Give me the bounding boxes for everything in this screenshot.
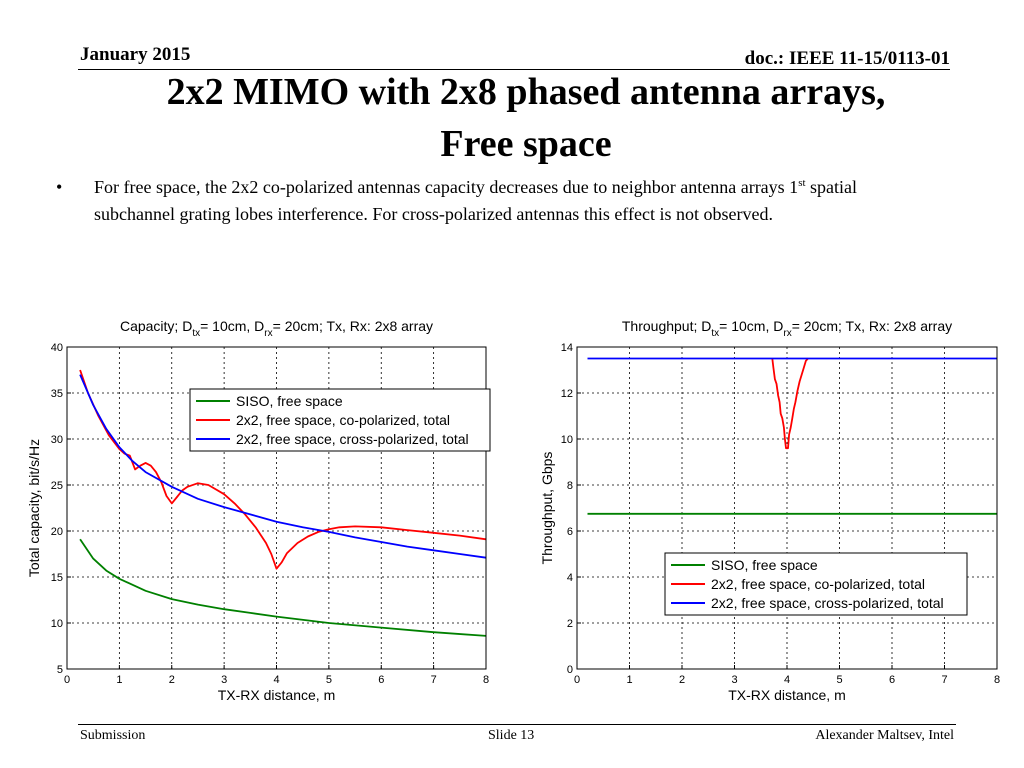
chart2-legend-box (664, 552, 968, 616)
chart1-xtick-label: 6 (378, 674, 384, 686)
chart2-legend-label-siso: SISO, free space (711, 557, 818, 573)
chart1-legend-label-co: 2x2, free space, co-polarized, total (236, 412, 450, 428)
chart1-xtick-label: 2 (169, 674, 175, 686)
chart2-title-part-0: Throughput; D (622, 318, 712, 334)
chart2-ytick-label: 8 (567, 480, 573, 492)
chart1-xtick-label: 1 (116, 674, 122, 686)
chart1-xtick-label: 8 (483, 674, 489, 686)
chart1-y-axis-label: Total capacity, bit/s/Hz (26, 439, 42, 577)
chart2-xtick-label: 1 (626, 674, 632, 686)
chart2-ytick-label: 2 (567, 618, 573, 630)
chart2-ytick-label: 6 (567, 526, 573, 538)
footer-divider (78, 724, 956, 725)
chart2-legend-label-cross: 2x2, free space, cross-polarized, total (711, 595, 944, 611)
footer-submission: Submission (80, 728, 146, 743)
chart2-y-axis-label: Throughput, Gbps (539, 452, 555, 565)
chart1-xtick-label: 7 (431, 674, 437, 686)
chart1-ytick-label: 40 (51, 342, 63, 354)
chart1-series-siso-line (79, 538, 487, 637)
bullet-superscript: st (798, 177, 806, 189)
chart2-x-axis-label: TX-RX distance, m (728, 687, 845, 703)
chart2-title-part-2: = 10cm, D (719, 318, 783, 334)
chart2-plot-area (577, 347, 997, 669)
chart1-ytick-label: 10 (51, 618, 63, 630)
slide-title-line-2: Free space (440, 123, 612, 165)
chart2-ytick-label: 4 (567, 572, 573, 584)
chart1-frame (66, 346, 487, 670)
chart2-series-co-line (771, 357, 809, 450)
header-divider (78, 69, 950, 70)
chart1-title: Capacity; Dtx= 10cm, Drx= 20cm; Tx, Rx: … (120, 318, 433, 339)
chart1-series-cross-line (79, 374, 487, 559)
chart2-frame (576, 346, 998, 670)
chart2-xtick-label: 4 (784, 674, 790, 686)
chart2-xtick-label: 6 (889, 674, 895, 686)
bullet-symbol: • (56, 177, 63, 197)
bullet-text-part-1: For free space, the 2x2 co-polarized ant… (94, 177, 799, 197)
chart1-title-part-3: rx (264, 328, 272, 339)
slide-title-line-1: 2x2 MIMO with 2x8 phased antenna arrays, (166, 71, 886, 113)
chart2-ytick-label: 10 (561, 434, 573, 446)
chart1-xtick-label: 0 (64, 674, 70, 686)
chart1-ytick-label: 20 (51, 526, 63, 538)
chart1-title-part-0: Capacity; D (120, 318, 192, 334)
chart1-legend-box (189, 388, 491, 452)
chart1-ytick-label: 25 (51, 480, 63, 492)
chart2-xtick-label: 2 (679, 674, 685, 686)
chart1-plot-area (67, 347, 486, 669)
chart2-xtick-label: 7 (941, 674, 947, 686)
chart1-ytick-label: 35 (51, 388, 63, 400)
chart1-xtick-label: 4 (273, 674, 279, 686)
chart1-title-part-1: tx (192, 328, 200, 339)
chart2-title-part-4: = 20cm; Tx, Rx: 2x8 array (792, 318, 952, 334)
chart2-ytick-label: 12 (561, 388, 573, 400)
chart2-title-part-3: rx (783, 328, 791, 339)
chart1-xtick-label: 3 (221, 674, 227, 686)
chart2-ytick-label: 0 (567, 664, 573, 676)
chart1-legend-label-cross: 2x2, free space, cross-polarized, total (236, 431, 469, 447)
chart1-ytick-label: 30 (51, 434, 63, 446)
chart2-title: Throughput; Dtx= 10cm, Drx= 20cm; Tx, Rx… (622, 318, 952, 339)
footer-author: Alexander Maltsev, Intel (815, 728, 954, 743)
chart1-legend-label-siso: SISO, free space (236, 393, 343, 409)
chart1-series-co-line (79, 369, 487, 570)
chart1-title-part-2: = 10cm, D (200, 318, 264, 334)
chart2-xtick-label: 8 (994, 674, 1000, 686)
chart1-ytick-label: 15 (51, 572, 63, 584)
header-date: January 2015 (80, 44, 191, 65)
header-doc-id: doc.: IEEE 11-15/0113-01 (744, 48, 950, 69)
chart1-ytick-label: 5 (57, 664, 63, 676)
slide-title: 2x2 MIMO with 2x8 phased antenna arrays,… (60, 66, 992, 170)
chart2-legend-label-co: 2x2, free space, co-polarized, total (711, 576, 925, 592)
chart1-title-part-4: = 20cm; Tx, Rx: 2x8 array (273, 318, 433, 334)
chart1-x-axis-label: TX-RX distance, m (218, 687, 335, 703)
footer-slide-number: Slide 13 (488, 728, 535, 743)
chart2-title-part-1: tx (711, 328, 719, 339)
chart2-xtick-label: 5 (836, 674, 842, 686)
bullet-text-part-2: spatial subchannel grating lobes interfe… (94, 177, 858, 224)
chart2-ytick-label: 14 (561, 342, 573, 354)
bullet-text: For free space, the 2x2 co-polarized ant… (94, 174, 934, 228)
chart1-xtick-label: 5 (326, 674, 332, 686)
chart2-xtick-label: 0 (574, 674, 580, 686)
chart2-xtick-label: 3 (731, 674, 737, 686)
